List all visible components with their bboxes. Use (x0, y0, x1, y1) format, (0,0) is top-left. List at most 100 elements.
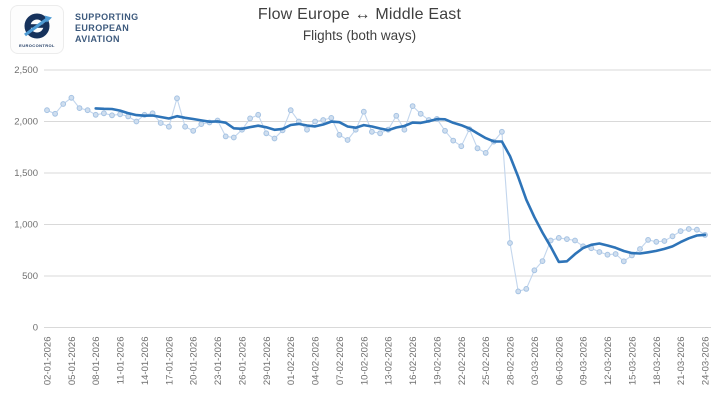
x-tick-label: 19-02-2026 (432, 337, 443, 386)
x-tick-label: 11-01-2026 (116, 337, 127, 385)
data-point-marker (499, 128, 505, 135)
y-tick-label: 1,500 (14, 168, 38, 179)
data-point-marker (101, 110, 107, 117)
eurocontrol-e-icon (24, 13, 52, 38)
x-tick-label: 08-01-2026 (91, 337, 102, 386)
data-point-marker (377, 130, 384, 137)
eurocontrol-logo-card: EUROCONTROL (10, 5, 64, 54)
data-point-marker (222, 133, 229, 140)
data-point-marker (694, 226, 700, 233)
x-tick-label: 20-01-2026 (189, 337, 200, 386)
data-point-marker (287, 107, 294, 114)
tagline-line-1: SUPPORTING (75, 12, 139, 22)
data-point-marker (677, 228, 684, 235)
data-point-marker (263, 130, 270, 137)
tagline-line-2: EUROPEAN (75, 23, 130, 33)
data-point-marker (474, 145, 481, 152)
data-point-marker (523, 286, 530, 292)
data-point-marker (68, 94, 75, 101)
x-tick-label: 29-01-2026 (262, 337, 273, 386)
data-point-marker (572, 237, 578, 244)
y-tick-label: 1,000 (14, 220, 38, 231)
x-tick-label: 21-03-2026 (676, 337, 687, 386)
x-tick-label: 14-01-2026 (140, 337, 151, 386)
data-point-marker (604, 251, 611, 258)
data-point-marker (393, 112, 400, 119)
x-tick-label: 07-02-2026 (335, 337, 346, 386)
data-point-marker (117, 111, 123, 118)
chart-title: Flow Europe ↔ Middle East (257, 6, 462, 23)
x-tick-label: 18-03-2026 (652, 337, 663, 386)
data-point-marker (312, 118, 319, 125)
data-point-marker (344, 137, 351, 143)
data-point-marker (669, 233, 676, 240)
x-tick-label: 16-02-2026 (408, 337, 419, 386)
data-point-marker (255, 111, 262, 118)
data-point-marker (515, 288, 522, 295)
data-point-marker (596, 249, 603, 255)
daily-series-line (46, 96, 706, 293)
data-point-marker (637, 246, 643, 252)
x-tick-label: 26-01-2026 (237, 337, 248, 386)
data-point-marker (84, 107, 91, 114)
x-tick-label: 15-03-2026 (627, 337, 638, 386)
data-point-marker (60, 101, 67, 107)
data-point-marker (174, 95, 180, 102)
eurocontrol-wordmark: EUROCONTROL (19, 42, 55, 48)
chart-subtitle: Flights (both ways) (302, 28, 417, 43)
data-point-marker (442, 127, 448, 134)
data-point-marker (401, 126, 408, 133)
logo-tagline: SUPPORTING EUROPEAN AVIATION (75, 12, 139, 45)
data-point-marker (92, 111, 99, 118)
data-point-marker (198, 121, 205, 127)
data-point-marker (555, 235, 562, 241)
x-tick-label: 10-02-2026 (359, 337, 370, 386)
chart-header: Flow Europe ↔ Middle East Flights (both … (0, 6, 719, 43)
y-axis-tick-labels: 0 500 1,000 1,500 2,000 2,500 (14, 65, 38, 334)
x-tick-label: 28-02-2026 (506, 337, 517, 386)
data-point-marker (369, 128, 375, 135)
data-point-marker (450, 137, 457, 144)
data-point-marker (564, 236, 570, 243)
y-tick-label: 500 (22, 271, 38, 282)
data-point-marker (539, 258, 546, 265)
data-point-marker (52, 110, 58, 117)
eurocontrol-logo: EUROCONTROL SUPPORTING EUROPEAN AVIATION (10, 5, 139, 54)
data-point-marker (304, 126, 310, 133)
data-point-marker (458, 143, 465, 150)
x-tick-label: 17-01-2026 (164, 337, 175, 386)
data-point-marker (247, 115, 254, 122)
data-point-marker (133, 118, 140, 125)
y-tick-label: 2,500 (14, 65, 38, 76)
data-point-marker (409, 103, 416, 109)
data-point-marker (157, 120, 164, 126)
y-gridlines (44, 69, 711, 328)
data-point-marker (685, 226, 692, 232)
x-tick-label: 05-01-2026 (67, 337, 78, 386)
data-point-marker (182, 123, 189, 130)
x-tick-label: 25-02-2026 (481, 336, 492, 385)
data-point-marker (230, 134, 237, 141)
tagline-line-3: AVIATION (75, 34, 120, 44)
data-point-marker (336, 132, 343, 138)
x-tick-label: 12-03-2026 (603, 337, 614, 386)
data-point-marker (44, 107, 50, 114)
data-point-marker (507, 240, 513, 246)
data-point-marker (190, 127, 197, 134)
data-point-marker (531, 267, 538, 274)
data-point-marker (76, 105, 83, 111)
x-tick-label: 03-03-2026 (530, 337, 541, 386)
x-tick-label: 04-02-2026 (311, 337, 322, 386)
data-point-marker (360, 108, 367, 115)
daily-series-markers (44, 94, 708, 295)
x-tick-label: 23-01-2026 (213, 337, 224, 386)
data-point-marker (109, 112, 115, 119)
x-tick-label: 02-01-2026 (43, 337, 54, 386)
x-tick-label: 22-02-2026 (457, 336, 468, 385)
y-tick-label: 0 (33, 323, 38, 334)
data-point-marker (645, 237, 651, 243)
data-point-marker (320, 117, 327, 123)
x-tick-label: 01-02-2026 (286, 337, 297, 386)
